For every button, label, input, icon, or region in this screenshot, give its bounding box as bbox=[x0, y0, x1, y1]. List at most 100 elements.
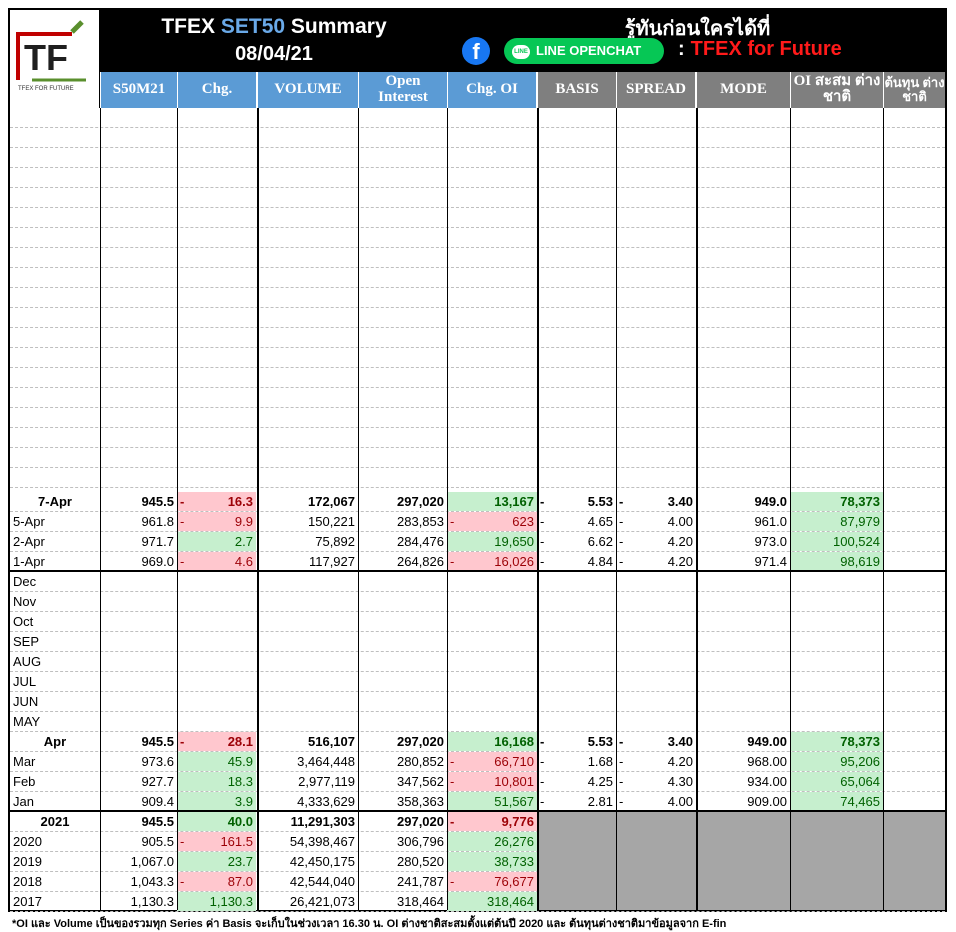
cell-value: 3.40 bbox=[667, 734, 693, 749]
cell-cost bbox=[883, 532, 945, 551]
cell-spread bbox=[616, 228, 696, 247]
cell-cost bbox=[883, 108, 945, 127]
cell-basis: - 1.68 bbox=[537, 752, 616, 771]
cell-oi: 283,853 bbox=[358, 512, 447, 531]
col-header-spread: SPREAD bbox=[617, 72, 695, 108]
cell-basis bbox=[537, 468, 616, 487]
cell-chg bbox=[177, 592, 256, 611]
cell-chg-oi bbox=[447, 672, 537, 691]
cell-chg-oi bbox=[447, 308, 537, 327]
empty-row bbox=[10, 188, 945, 208]
cell-basis bbox=[537, 228, 616, 247]
cell-chg-oi bbox=[447, 388, 537, 407]
cell-chg bbox=[177, 328, 256, 347]
cell-price: 909.4 bbox=[100, 792, 177, 811]
cell-volume bbox=[257, 612, 358, 631]
cell-oi bbox=[358, 208, 447, 227]
cell-label bbox=[10, 268, 100, 287]
summary-sheet: TF TFEX FOR FUTURE TFEX SET50 Summary 08… bbox=[8, 8, 947, 912]
cell-mode bbox=[696, 108, 790, 127]
openchat-name-text: TFEX for Future bbox=[690, 38, 842, 60]
cell-spread bbox=[616, 428, 696, 447]
cell-oi bbox=[358, 408, 447, 427]
sign-marker: - bbox=[450, 514, 455, 529]
cell-foreign-oi bbox=[790, 692, 883, 711]
cell-price: 971.7 bbox=[100, 532, 177, 551]
cell-spread: - 4.30 bbox=[616, 772, 696, 791]
cell-chg bbox=[177, 428, 256, 447]
cell-value: 934.00 bbox=[747, 774, 787, 789]
cell-value: 16,026 bbox=[494, 554, 534, 569]
cell-value: Jan bbox=[13, 794, 34, 809]
cell-chg-oi bbox=[447, 632, 537, 651]
cell-volume bbox=[257, 108, 358, 127]
sign-marker: - bbox=[619, 754, 624, 769]
cell-chg: - 28.1 bbox=[177, 732, 256, 751]
column-divider bbox=[177, 108, 178, 910]
cell-volume bbox=[257, 592, 358, 611]
cell-oi bbox=[358, 612, 447, 631]
cell-chg bbox=[177, 448, 256, 467]
cell-value: 16,168 bbox=[494, 734, 534, 749]
report-title-block: TFEX SET50 Summary 08/04/21 bbox=[100, 10, 448, 72]
title-prefix: TFEX bbox=[161, 15, 221, 38]
cell-value: 76,677 bbox=[494, 874, 534, 889]
column-divider bbox=[358, 108, 359, 910]
cell-chg bbox=[177, 612, 256, 631]
empty-row bbox=[10, 128, 945, 148]
cell-value: 945.5 bbox=[141, 734, 174, 749]
cell-label bbox=[10, 128, 100, 147]
cell-cost bbox=[883, 348, 945, 367]
cell-basis bbox=[537, 712, 616, 731]
cell-volume: 54,398,467 bbox=[257, 832, 358, 851]
cell-foreign-oi bbox=[790, 572, 883, 591]
facebook-icon[interactable]: f bbox=[462, 37, 490, 65]
cell-oi bbox=[358, 692, 447, 711]
cell-oi bbox=[358, 348, 447, 367]
cell-label bbox=[10, 448, 100, 467]
cell-mode bbox=[696, 348, 790, 367]
cell-mode bbox=[696, 692, 790, 711]
cell-price bbox=[100, 712, 177, 731]
cell-cost bbox=[883, 368, 945, 387]
monthly-row: Feb 927.7 18.3 2,977,119 347,562-10,801-4.25… bbox=[10, 772, 945, 792]
cell-foreign-oi bbox=[790, 208, 883, 227]
cell-value: 2.7 bbox=[234, 534, 253, 549]
cell-volume bbox=[257, 248, 358, 267]
cell-price bbox=[100, 288, 177, 307]
cell-cost bbox=[883, 148, 945, 167]
cell-chg-oi: 38,733 bbox=[447, 852, 537, 871]
cell-label: Jan bbox=[10, 792, 100, 811]
cell-foreign-oi: 78,373 bbox=[790, 732, 883, 751]
cell-value: Apr bbox=[43, 734, 67, 749]
sign-marker: - bbox=[540, 774, 545, 789]
cell-chg-oi bbox=[447, 168, 537, 187]
cell-foreign-oi: 87,979 bbox=[790, 512, 883, 531]
cell-mode bbox=[696, 632, 790, 651]
cell-label: MAY bbox=[13, 714, 41, 729]
cell-basis: - 5.53 bbox=[537, 492, 616, 511]
cell-value: 241,787 bbox=[397, 874, 444, 889]
cell-price: 969.0 bbox=[100, 552, 177, 571]
cell-chg: - 4.6 bbox=[177, 552, 256, 571]
cell-value: 75,892 bbox=[315, 534, 355, 549]
cell-value: 11,291,303 bbox=[290, 814, 355, 829]
cell-price: 927.7 bbox=[100, 772, 177, 791]
line-openchat-button[interactable]: LINE LINE OPENCHAT bbox=[504, 38, 664, 64]
monthly-row: Apr 945.5-28.1 516,107 297,020 16,168-5.53-3… bbox=[10, 732, 945, 752]
empty-row bbox=[10, 368, 945, 388]
cell-foreign-oi bbox=[790, 388, 883, 407]
cell-chg-oi bbox=[447, 692, 537, 711]
cell-oi bbox=[358, 148, 447, 167]
cell-chg-oi bbox=[447, 228, 537, 247]
yearly-unavailable-block bbox=[537, 812, 945, 910]
empty-row bbox=[10, 228, 945, 248]
cell-label: AUG bbox=[13, 654, 42, 669]
cell-mode bbox=[696, 572, 790, 591]
cell-value: 54,398,467 bbox=[289, 834, 355, 849]
cell-label: Oct bbox=[13, 614, 34, 629]
cell-volume: 172,067 bbox=[257, 492, 358, 511]
sign-marker: - bbox=[180, 514, 185, 529]
sign-marker: - bbox=[619, 554, 624, 569]
cell-value: 297,020 bbox=[397, 814, 444, 829]
